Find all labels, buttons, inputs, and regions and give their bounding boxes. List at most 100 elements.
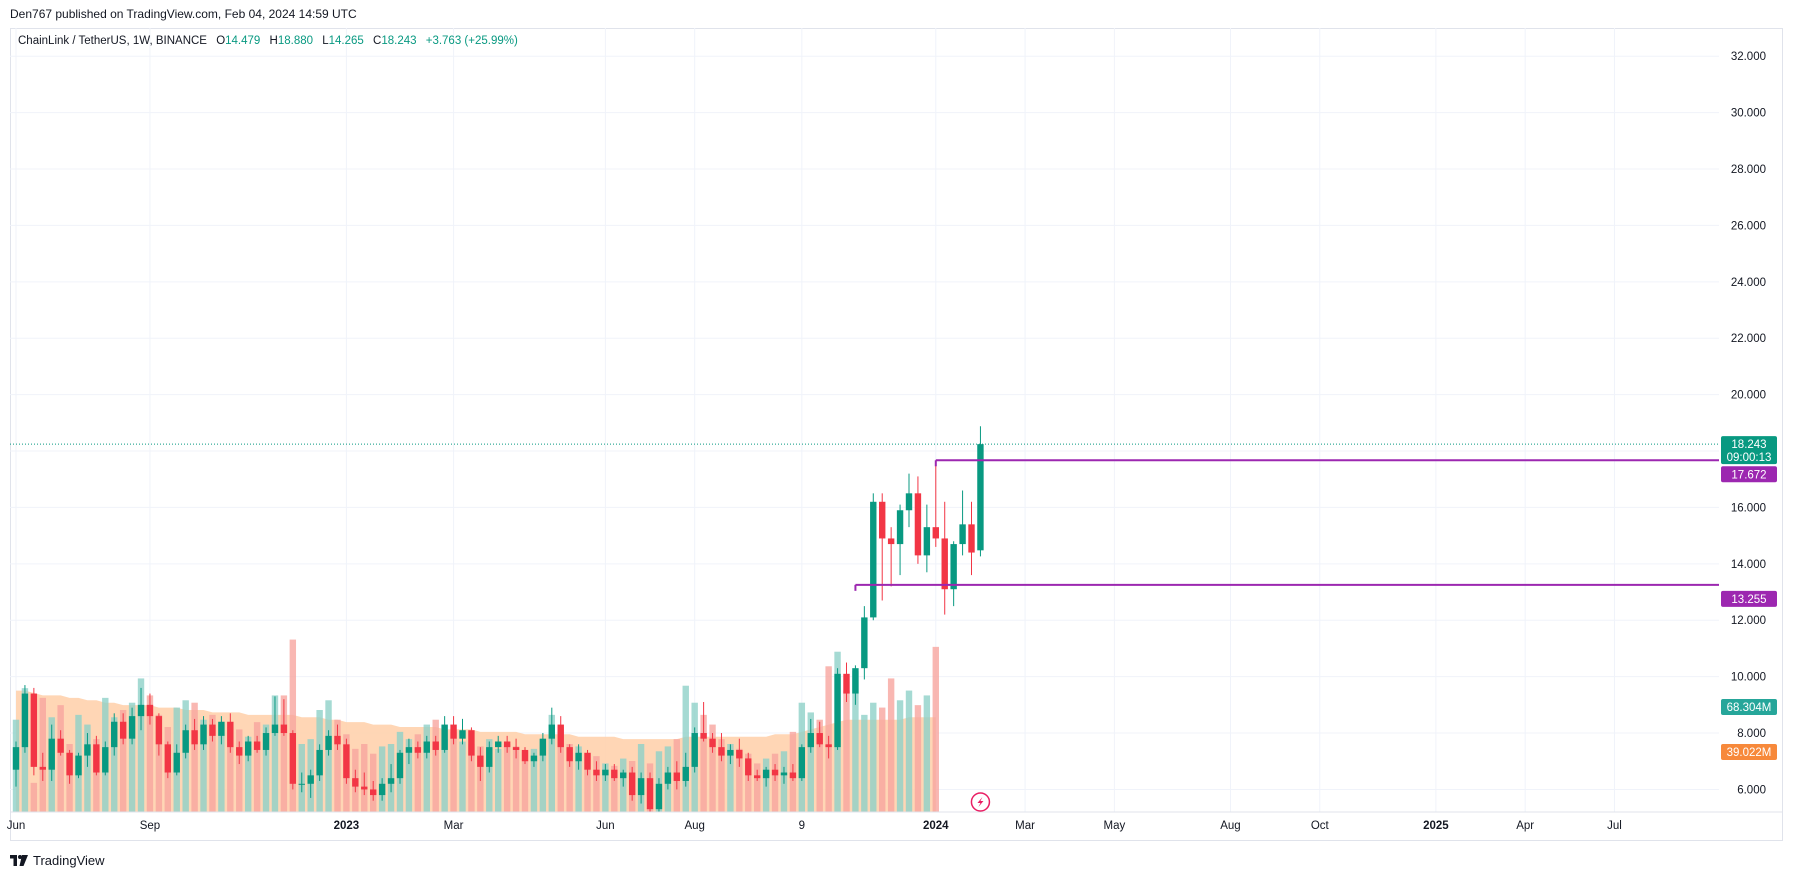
symbol-legend: ChainLink / TetherUS, 1W, BINANCE O14.47… <box>18 35 518 47</box>
candle-body <box>700 733 707 739</box>
level-badge-bg <box>1721 466 1777 483</box>
y-tick-label: 16.000 <box>1731 502 1766 514</box>
candle-body <box>521 749 529 762</box>
last-price-badge-text: 18.243 <box>1731 439 1766 451</box>
low-label: L <box>322 35 329 47</box>
candle-body <box>48 738 55 770</box>
candle-body <box>584 752 591 770</box>
chart-frame <box>10 28 1783 841</box>
candle-body <box>736 749 743 759</box>
volume-bar <box>441 739 448 812</box>
candle-body <box>628 772 636 796</box>
candle-body <box>253 741 261 750</box>
x-tick-label: May <box>1104 820 1126 832</box>
level-badge-text: 17.672 <box>1731 469 1766 481</box>
y-tick-label: 20.000 <box>1731 390 1766 402</box>
x-tick-label: Aug <box>684 820 704 832</box>
candle-body <box>789 772 797 779</box>
candle-body <box>84 744 91 756</box>
volume-bar <box>575 746 582 812</box>
candle-body <box>459 730 466 739</box>
y-tick-label: 6.000 <box>1737 784 1766 796</box>
volume-bar <box>771 753 779 812</box>
low-value: 14.265 <box>328 35 364 47</box>
volume-bar <box>280 695 288 812</box>
candle-body <box>111 721 118 748</box>
volume-bar <box>548 714 555 812</box>
candle-body <box>119 721 127 739</box>
candle-body <box>602 769 609 776</box>
volume-bar <box>593 756 600 812</box>
x-tick-label: 2025 <box>1423 820 1449 832</box>
candle-body <box>503 741 511 748</box>
level-badge: 13.255 <box>1721 590 1777 607</box>
volume-bars <box>12 639 939 812</box>
candle-body <box>798 747 806 779</box>
volume-bar <box>57 705 64 812</box>
candle-body <box>530 755 538 762</box>
candle-body <box>137 704 145 717</box>
candle-body <box>12 747 20 770</box>
candle-body <box>637 778 645 796</box>
x-tick-label: Jul <box>1607 820 1622 832</box>
candle-body <box>673 772 681 781</box>
y-tick-label: 24.000 <box>1731 277 1766 289</box>
candle-body <box>664 772 672 784</box>
candle-body <box>164 744 172 773</box>
level-badge-text: 13.255 <box>1731 594 1766 606</box>
candle-body <box>173 752 180 773</box>
y-tick-label: 10.000 <box>1731 672 1766 684</box>
volume-bar <box>459 741 466 812</box>
volume-ma-badge-bg <box>1721 744 1777 760</box>
candle-body <box>495 741 502 748</box>
candle-body <box>387 778 395 784</box>
candle-body <box>834 673 841 748</box>
candle-body <box>771 769 779 776</box>
grid-lines <box>10 28 1719 812</box>
level-badge: 17.672 <box>1721 466 1777 483</box>
volume-bar <box>843 690 850 812</box>
candle-body <box>128 716 136 739</box>
volume-bar <box>727 744 734 812</box>
volume-bar <box>879 707 886 812</box>
candle-body <box>557 724 564 748</box>
candle-body <box>477 755 484 767</box>
candle-body <box>468 730 475 756</box>
volume-bar <box>870 702 877 812</box>
volume-bar <box>530 748 538 812</box>
candle-body <box>75 755 82 776</box>
candle-body <box>861 617 868 669</box>
y-tick-label: 26.000 <box>1731 220 1766 232</box>
volume-bar <box>128 702 136 812</box>
volume-bar <box>682 685 689 812</box>
candle-body <box>780 772 788 776</box>
volume-bar <box>611 765 618 812</box>
candle-body <box>414 747 422 753</box>
candle-body <box>896 510 904 545</box>
candle-body <box>325 735 332 750</box>
x-tick-label: Oct <box>1311 820 1330 832</box>
candles <box>12 426 984 812</box>
volume-bar <box>816 719 823 812</box>
candle-body <box>236 747 243 756</box>
level-badge-bg <box>1721 590 1777 607</box>
volume-ma-badge: 39.022M <box>1721 744 1777 760</box>
published-info: Den767 published on TradingView.com, Feb… <box>10 7 357 21</box>
volume-bar <box>289 639 297 812</box>
candle-body <box>950 544 957 590</box>
y-tick-label: 32.000 <box>1731 51 1766 63</box>
y-tick-label: 22.000 <box>1731 333 1766 345</box>
candle-body <box>102 747 109 773</box>
volume-bar <box>753 763 761 812</box>
tradingview-logo-icon <box>10 855 28 866</box>
volume-bar <box>93 739 100 812</box>
volume-bar <box>932 646 939 812</box>
symbol-name[interactable]: ChainLink / TetherUS, 1W, BINANCE <box>18 35 207 47</box>
volume-bar <box>111 717 118 812</box>
x-tick-label: 9 <box>799 820 805 832</box>
tradingview-brand[interactable]: TradingView <box>10 853 105 868</box>
candle-body <box>66 752 73 776</box>
candle-body <box>512 747 520 750</box>
candle-body <box>762 769 770 779</box>
